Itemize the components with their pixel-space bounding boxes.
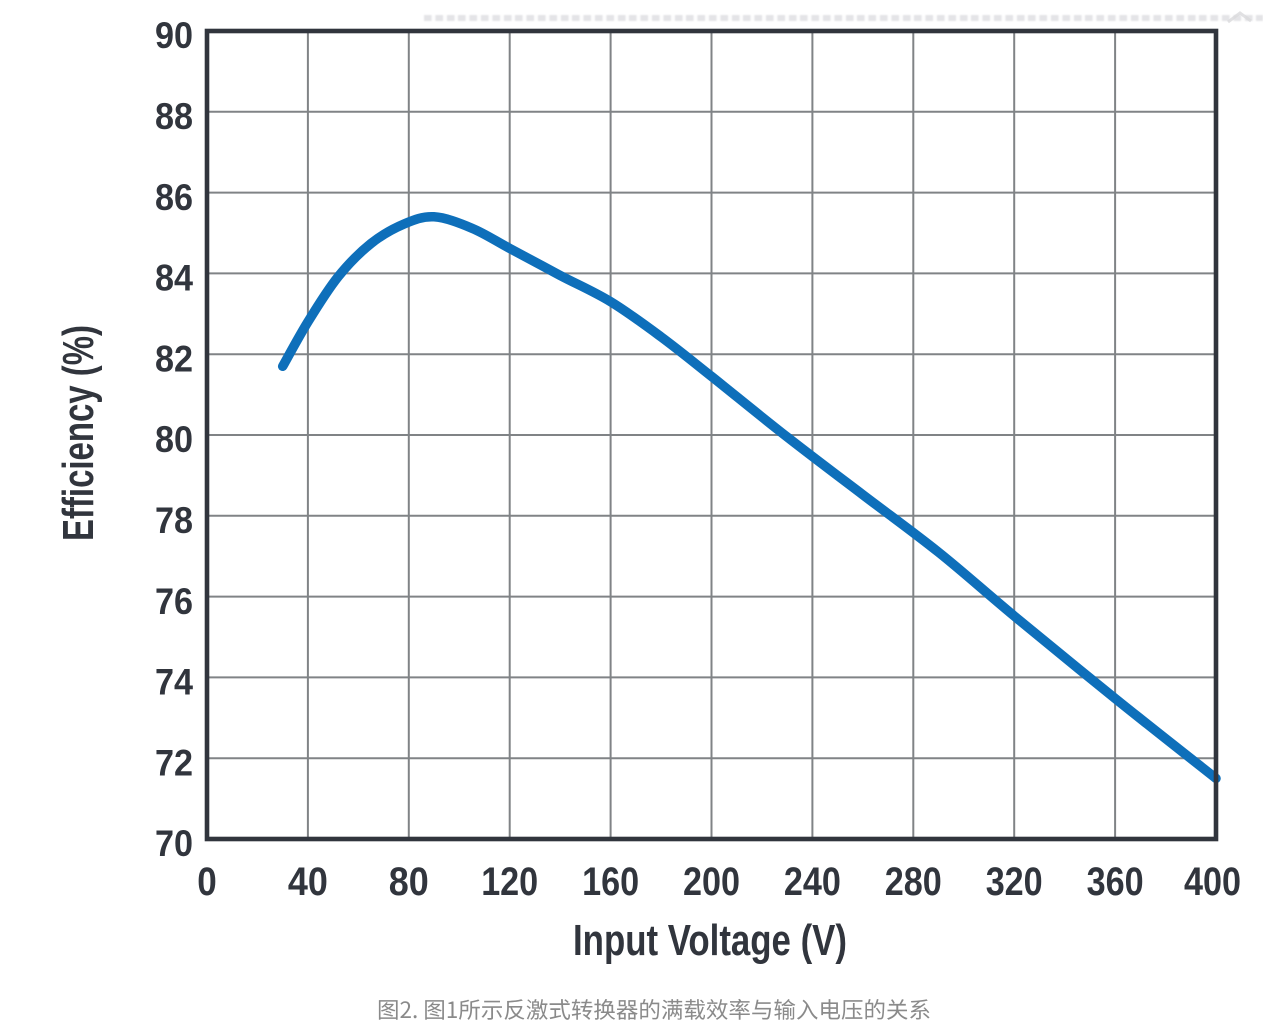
svg-text:280: 280 <box>885 860 942 904</box>
svg-text:76: 76 <box>155 581 193 622</box>
svg-text:80: 80 <box>155 419 193 460</box>
svg-text:400: 400 <box>1184 860 1241 904</box>
svg-text:86: 86 <box>155 177 193 218</box>
svg-text:74: 74 <box>155 662 193 703</box>
svg-text:Input Voltage (V): Input Voltage (V) <box>573 916 847 965</box>
svg-text:78: 78 <box>155 500 193 541</box>
svg-text:84: 84 <box>155 258 193 299</box>
svg-text:Efficiency (%): Efficiency (%) <box>54 325 103 541</box>
svg-text:240: 240 <box>784 860 841 904</box>
svg-text:320: 320 <box>986 860 1043 904</box>
svg-text:88: 88 <box>155 96 193 137</box>
svg-text:0: 0 <box>197 860 217 904</box>
svg-text:80: 80 <box>389 860 429 904</box>
svg-text:160: 160 <box>582 860 639 904</box>
svg-text:40: 40 <box>288 860 328 904</box>
svg-text:120: 120 <box>481 860 538 904</box>
svg-text:360: 360 <box>1087 860 1144 904</box>
svg-text:200: 200 <box>683 860 740 904</box>
svg-text:72: 72 <box>155 742 193 783</box>
svg-text:82: 82 <box>155 338 193 379</box>
svg-text:90: 90 <box>155 15 193 56</box>
svg-text:70: 70 <box>155 823 193 864</box>
